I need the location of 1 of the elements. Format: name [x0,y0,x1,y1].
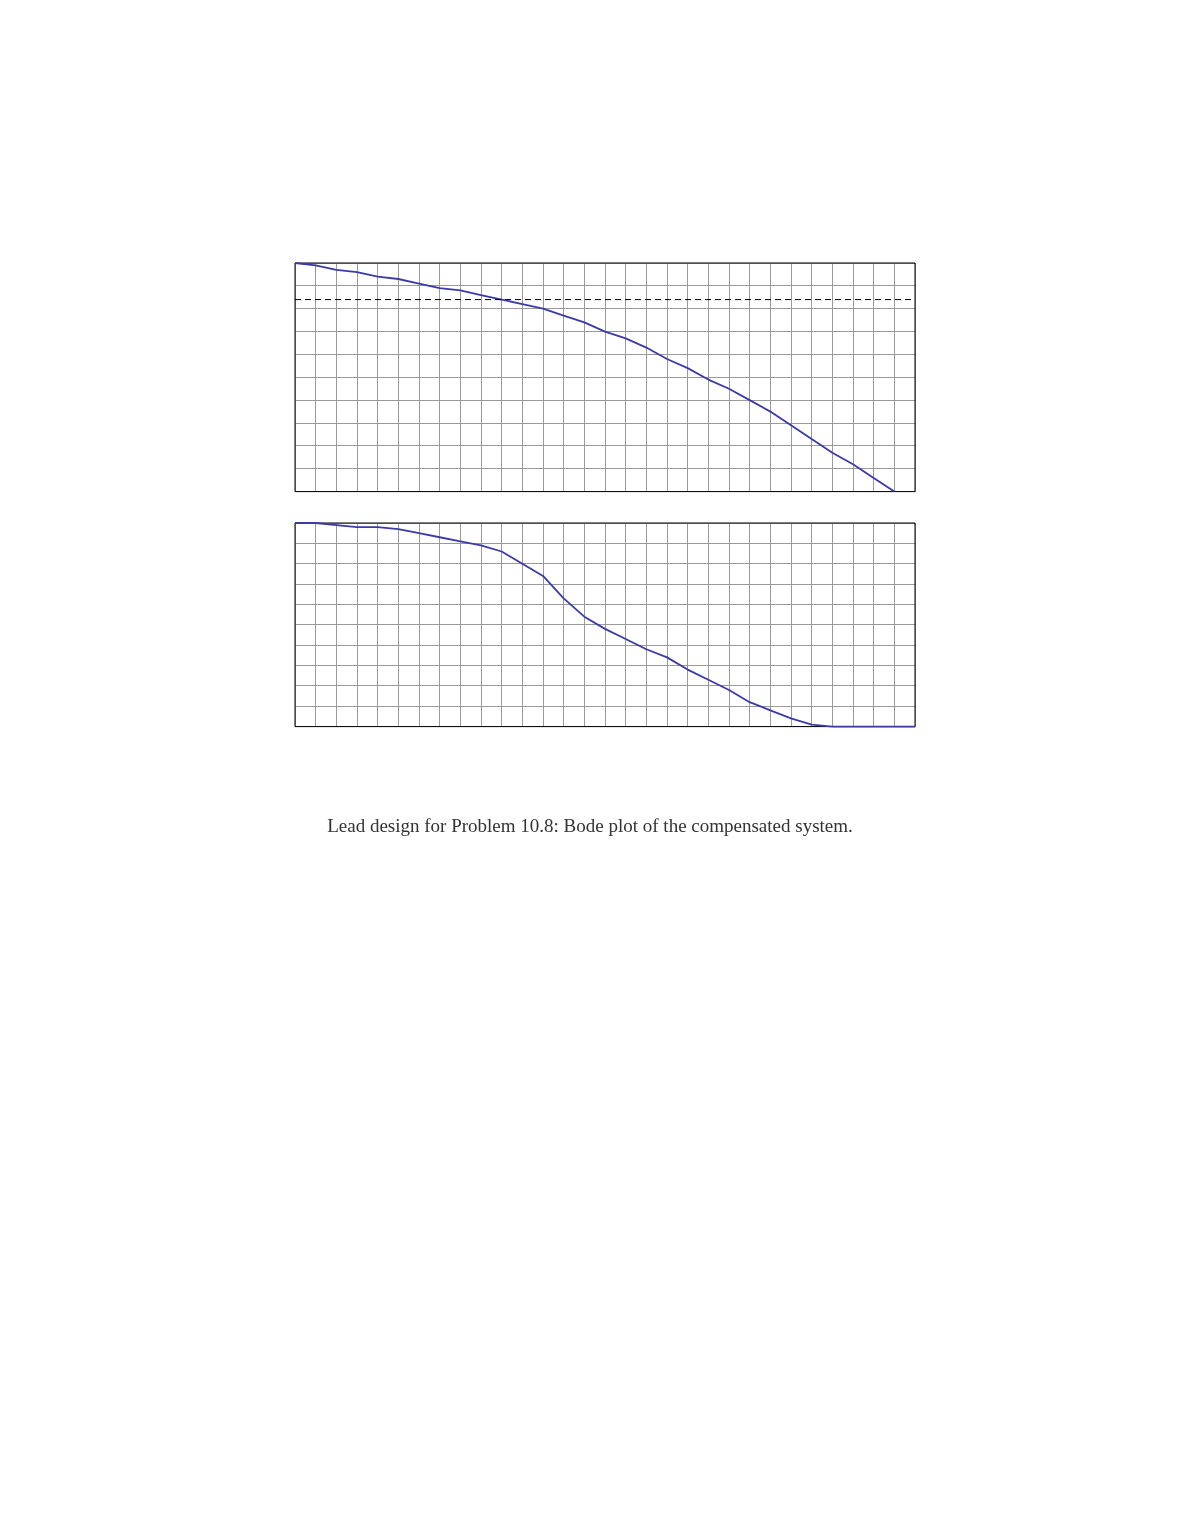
text: Lead design for Problem 10.8: Bode plot of the compensated system. [326,815,854,837]
